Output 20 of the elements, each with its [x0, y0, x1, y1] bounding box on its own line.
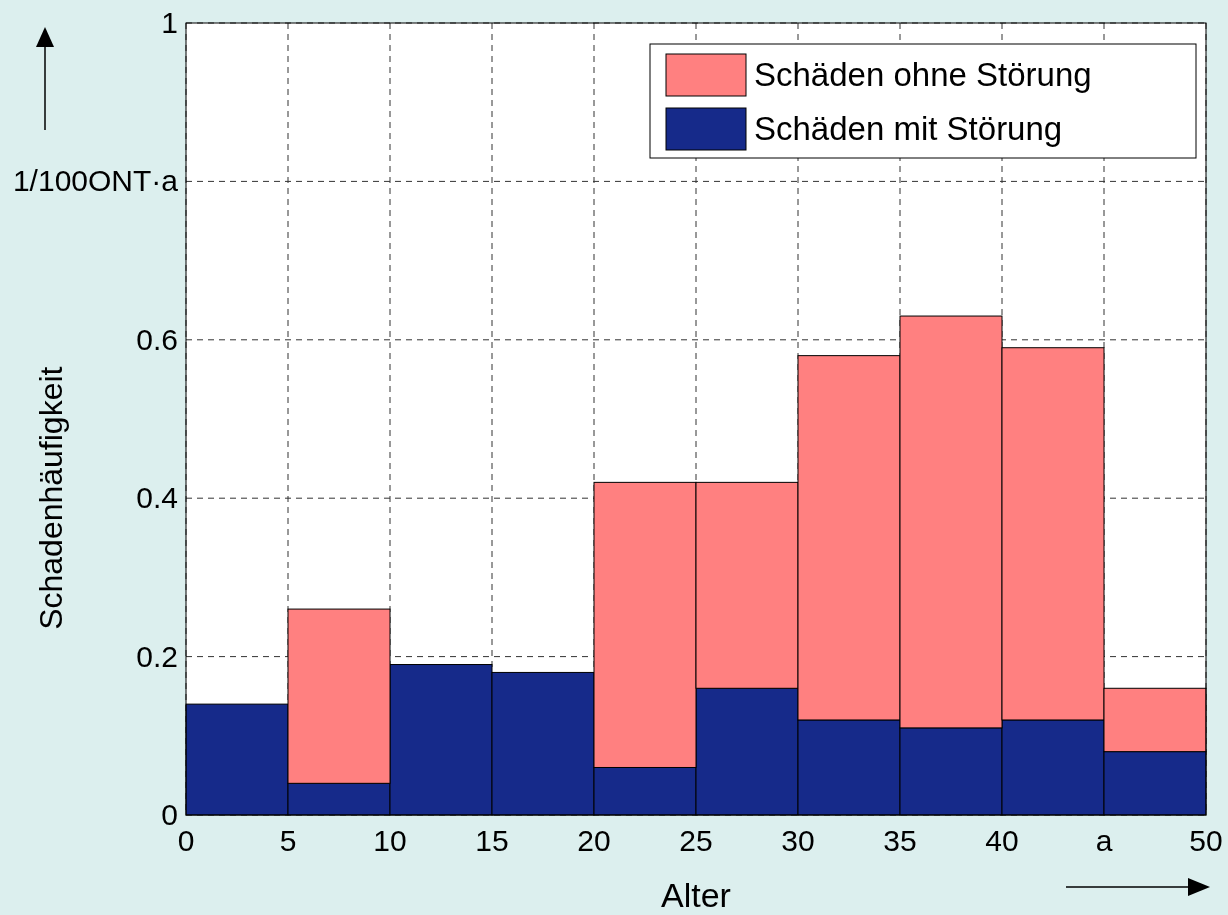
x-tick-label: 40	[985, 824, 1019, 857]
x-tick-label: 50	[1189, 824, 1223, 857]
legend-label: Schäden ohne Störung	[754, 56, 1092, 93]
x-tick-label: a	[1095, 824, 1113, 857]
y-tick-label: 0.6	[136, 322, 178, 356]
x-axis-title: Alter	[661, 876, 731, 914]
x-tick-label: 35	[883, 824, 917, 857]
y-tick-label: 1/100ONT·a	[12, 164, 179, 198]
y-tick-label: 0.4	[136, 481, 178, 515]
x-tick-label: 30	[781, 824, 815, 857]
x-tick-label: 20	[577, 824, 611, 857]
x-tick-label: 5	[279, 824, 297, 857]
x-tick-label: 25	[679, 824, 713, 857]
y-tick-label: 0	[161, 798, 178, 831]
legend-label: Schäden mit Störung	[754, 110, 1063, 147]
x-tick-label: 10	[373, 824, 407, 857]
y-axis-title: Schadenhäufigkeit	[33, 366, 69, 630]
x-tick-label: 15	[475, 824, 509, 857]
y-tick-label: 1	[161, 6, 178, 39]
y-tick-label: 0.2	[136, 639, 178, 673]
